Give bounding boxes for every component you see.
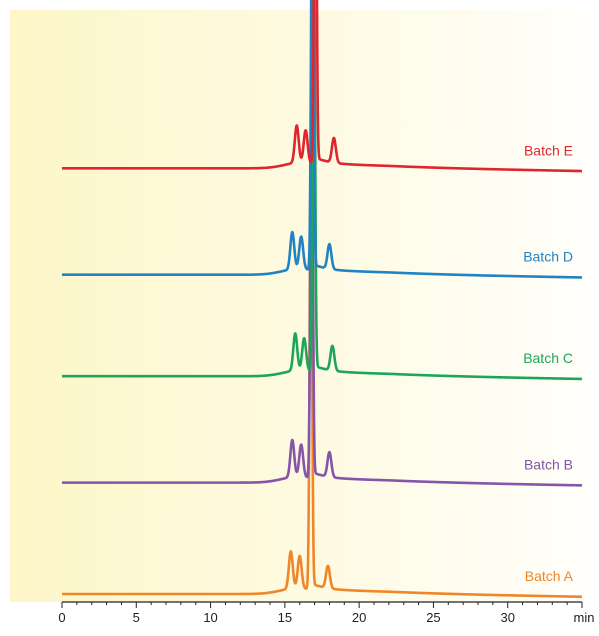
series-label-batch-c: Batch C	[523, 350, 573, 366]
x-tick-label: 30	[500, 610, 514, 625]
x-axis: 0 5 10 15 20 25 30 min	[58, 601, 595, 625]
series-label-batch-a: Batch A	[525, 568, 574, 584]
x-tick-label: 15	[278, 610, 292, 625]
trace-batch-c	[61, 0, 583, 381]
x-tick-label: 20	[352, 610, 366, 625]
trace-batch-d	[61, 0, 583, 279]
x-tick-label: 0	[58, 610, 65, 625]
x-tick-label: 5	[133, 610, 140, 625]
x-tick-label: 10	[203, 610, 217, 625]
series-labels-group: Batch A Batch B Batch C Batch D Batch E	[523, 142, 573, 584]
series-label-batch-d: Batch D	[523, 249, 573, 265]
x-axis-unit-label: min	[574, 610, 595, 625]
series-label-batch-e: Batch E	[524, 142, 573, 158]
x-tick-label: 25	[426, 610, 440, 625]
plot-background	[10, 10, 590, 602]
trace-batch-e	[61, 0, 583, 173]
trace-batch-b	[61, 46, 583, 487]
traces-group	[61, 0, 583, 599]
series-label-batch-b: Batch B	[524, 457, 573, 473]
trace-batch-a	[61, 150, 583, 599]
